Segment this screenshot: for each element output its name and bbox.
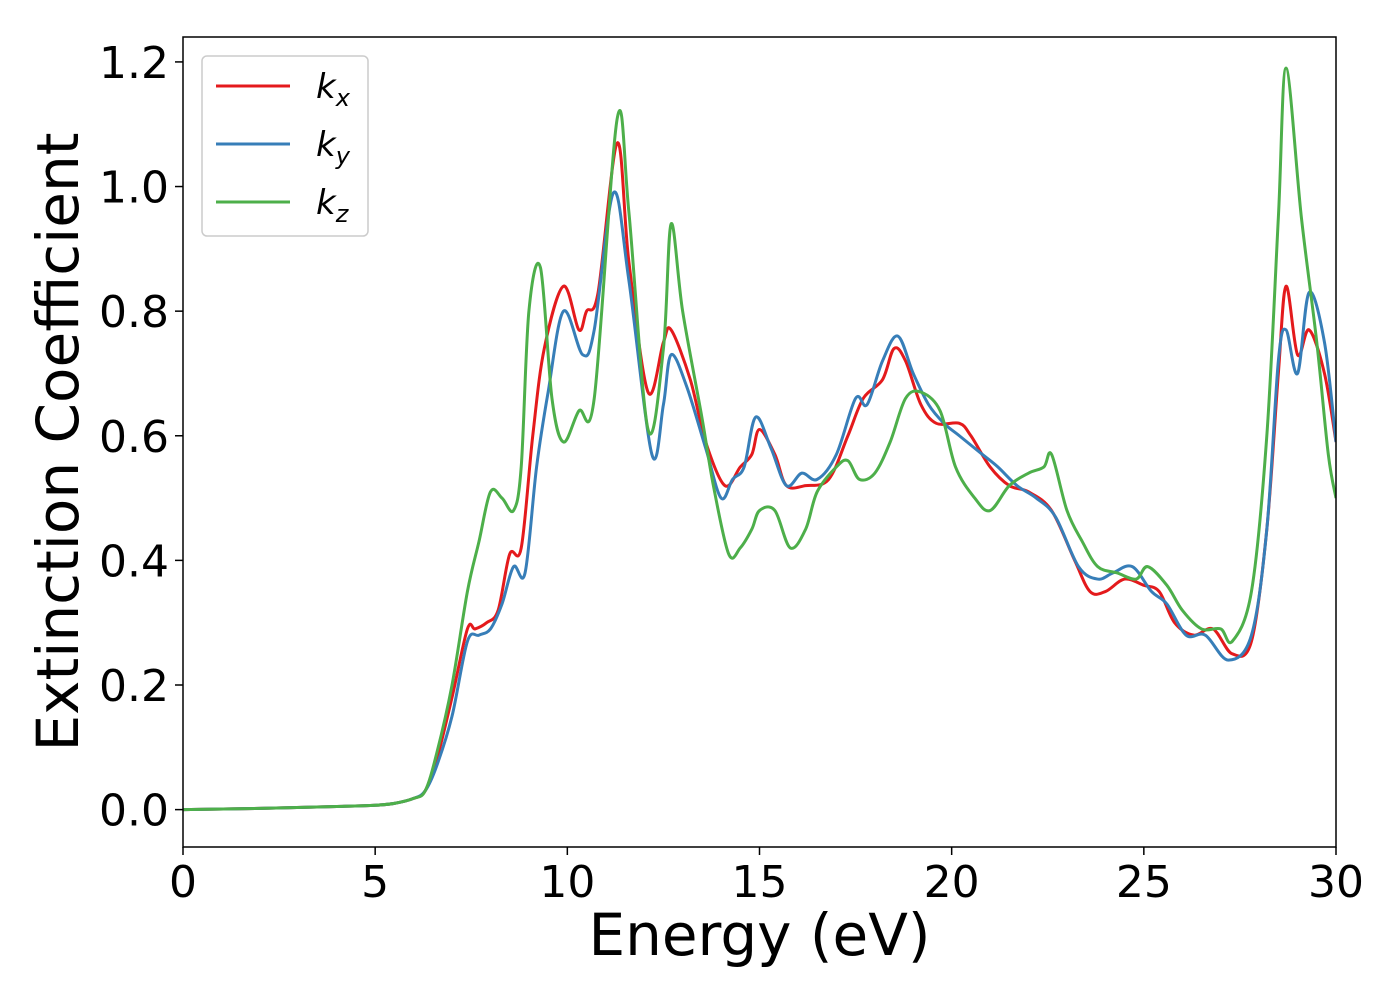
x-tick-label: 5 <box>361 857 389 908</box>
y-axis: 0.0 0.2 0.4 0.6 0.8 1.0 1.2 <box>99 38 183 837</box>
y-tick-label: 1.2 <box>99 38 169 89</box>
x-tick-label: 15 <box>732 857 788 908</box>
legend-box <box>201 55 369 237</box>
y-tick-label: 0.8 <box>99 287 169 338</box>
x-axis: 0 5 10 15 20 25 30 <box>169 847 1364 908</box>
y-axis-label: Extinction Coefficient <box>24 133 92 752</box>
y-tick-label: 0.0 <box>99 786 169 837</box>
legend-label-z: kz <box>316 183 350 228</box>
legend: kx ky kz <box>201 55 369 237</box>
series-line-z <box>183 66 1336 812</box>
x-tick-label: 20 <box>924 857 980 908</box>
legend-label-y: ky <box>316 125 351 170</box>
series-line-y <box>183 190 1336 812</box>
x-tick-label: 30 <box>1308 857 1364 908</box>
series-layer <box>183 66 1336 812</box>
x-axis-label: Energy (eV) <box>588 901 930 969</box>
x-tick-label: 25 <box>1116 857 1172 908</box>
x-tick-label: 0 <box>169 857 197 908</box>
y-tick-label: 1.0 <box>99 163 169 214</box>
legend-label-x: kx <box>316 67 351 112</box>
x-tick-label: 10 <box>539 857 595 908</box>
y-tick-label: 0.2 <box>99 661 169 712</box>
y-tick-label: 0.4 <box>99 536 169 587</box>
y-tick-label: 0.6 <box>99 412 169 463</box>
series-line-x <box>183 141 1336 812</box>
